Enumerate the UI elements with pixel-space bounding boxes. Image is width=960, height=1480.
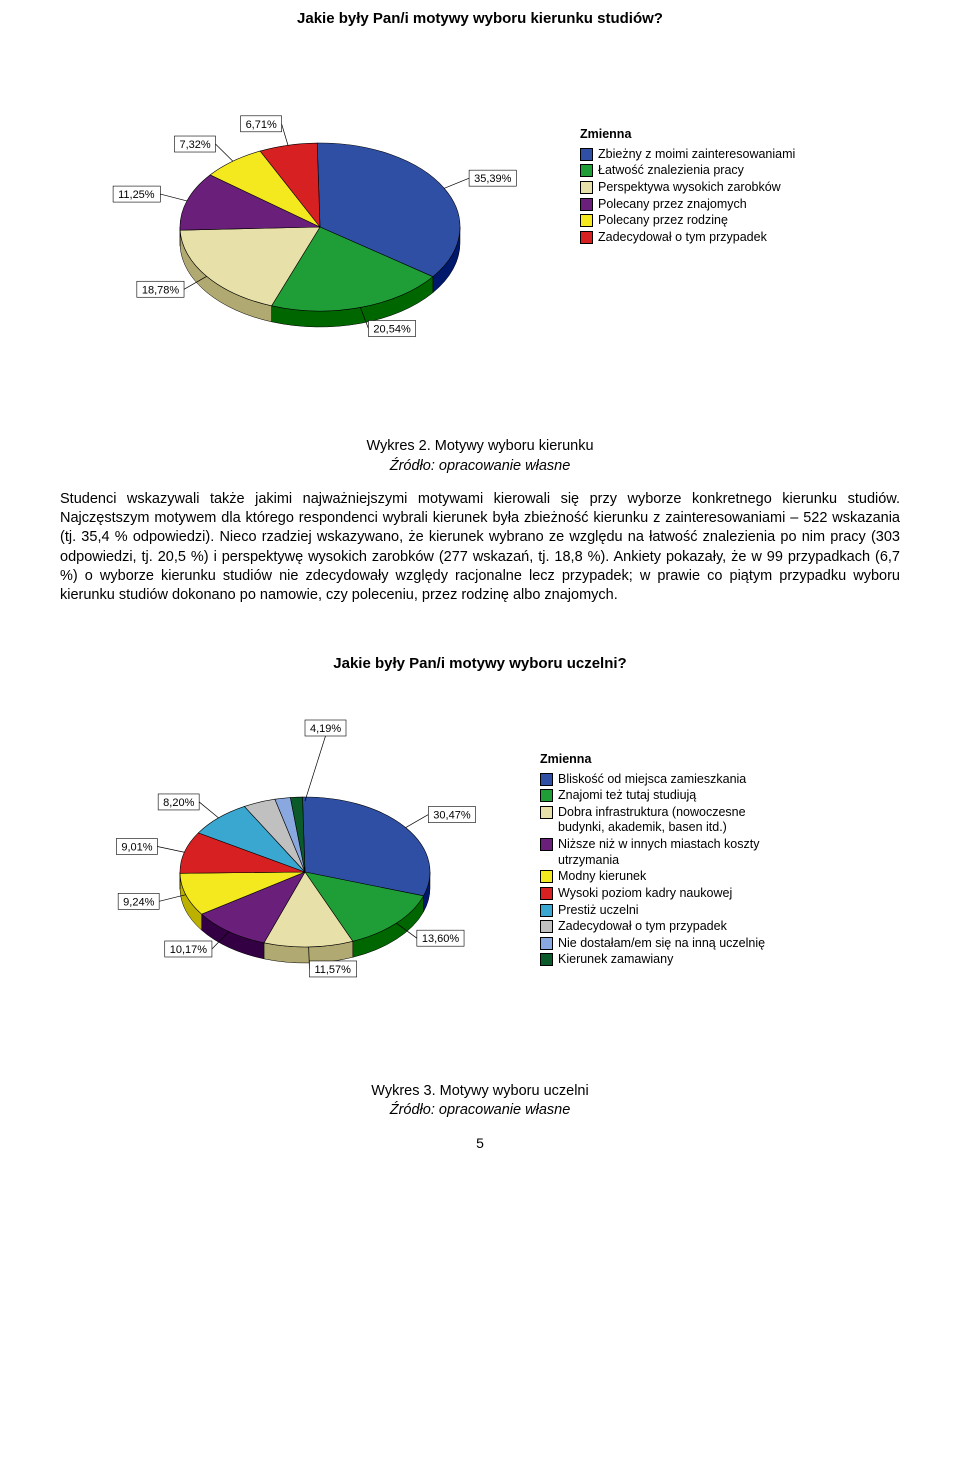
legend-label: Nie dostałam/em się na inną uczelnię [558, 936, 765, 952]
document-page: Jakie były Pan/i motywy wyboru kierunku … [0, 0, 960, 1171]
legend-swatch [540, 789, 553, 802]
legend-item: Kierunek zamawiany [540, 952, 778, 968]
legend-item: Niższe niż w innych miastach koszty utrz… [540, 837, 778, 868]
chart2-title: Jakie były Pan/i motywy wyboru uczelni? [60, 655, 900, 672]
legend-swatch [540, 806, 553, 819]
legend-label: Perspektywa wysokich zarobków [598, 180, 781, 196]
legend-label: Wysoki poziom kadry naukowej [558, 886, 732, 902]
legend-item: Modny kierunek [540, 869, 778, 885]
body-paragraph: Studenci wskazywali także jakimi najważn… [60, 490, 900, 605]
legend-label: Polecany przez znajomych [598, 197, 747, 213]
legend-swatch [540, 773, 553, 786]
chart2-legend: Zmienna Bliskość od miejsca zamieszkania… [540, 752, 778, 969]
svg-text:18,78%: 18,78% [142, 284, 180, 296]
legend-label: Niższe niż w innych miastach koszty utrz… [558, 837, 778, 868]
legend-item: Znajomi też tutaj studiują [540, 788, 778, 804]
legend-label: Łatwość znalezienia pracy [598, 163, 744, 179]
svg-text:30,47%: 30,47% [433, 809, 471, 821]
chart1-title: Jakie były Pan/i motywy wyboru kierunku … [60, 10, 900, 27]
legend-swatch [540, 937, 553, 950]
legend-item: Prestiż uczelni [540, 903, 778, 919]
page-number: 5 [60, 1135, 900, 1151]
legend-swatch [580, 214, 593, 227]
legend-item: Zadecydował o tym przypadek [580, 230, 795, 246]
legend-label: Znajomi też tutaj studiują [558, 788, 696, 804]
legend-label: Modny kierunek [558, 869, 646, 885]
svg-text:9,01%: 9,01% [121, 841, 152, 853]
legend-swatch [580, 181, 593, 194]
legend-swatch [540, 904, 553, 917]
svg-text:13,60%: 13,60% [422, 933, 460, 945]
legend-swatch [540, 887, 553, 900]
legend-label: Kierunek zamawiany [558, 952, 673, 968]
svg-text:7,32%: 7,32% [179, 139, 210, 151]
svg-text:9,24%: 9,24% [123, 896, 154, 908]
chart1-caption-line1: Wykres 2. Motywy wyboru kierunku [366, 438, 593, 454]
chart1-container: 35,39% 20,54% 18,78% 11,25% 7,32% 6,71% Zmienn… [60, 37, 900, 417]
legend-item: Polecany przez rodzinę [580, 213, 795, 229]
svg-text:11,25%: 11,25% [118, 189, 155, 201]
svg-text:35,39%: 35,39% [474, 173, 512, 185]
svg-text:10,17%: 10,17% [170, 944, 208, 956]
svg-text:6,71%: 6,71% [246, 119, 277, 131]
legend-swatch [540, 838, 553, 851]
legend-item: Zadecydował o tym przypadek [540, 919, 778, 935]
legend-swatch [580, 148, 593, 161]
legend-item: Perspektywa wysokich zarobków [580, 180, 795, 196]
legend-title: Zmienna [580, 127, 795, 143]
legend-item: Zbieżny z moimi zainteresowaniami [580, 147, 795, 163]
legend-item: Bliskość od miejsca zamieszkania [540, 772, 778, 788]
legend-label: Dobra infrastruktura (nowoczesne budynki… [558, 805, 778, 836]
chart2-caption-line1: Wykres 3. Motywy wyboru uczelni [371, 1083, 588, 1099]
legend-item: Dobra infrastruktura (nowoczesne budynki… [540, 805, 778, 836]
legend-item: Nie dostałam/em się na inną uczelnię [540, 936, 778, 952]
legend-swatch [540, 953, 553, 966]
chart1-legend: Zmienna Zbieżny z moimi zainteresowaniam… [580, 127, 795, 246]
svg-text:8,20%: 8,20% [163, 797, 194, 809]
legend-swatch [580, 231, 593, 244]
legend-swatch [580, 198, 593, 211]
chart2-caption: Wykres 3. Motywy wyboru uczelni Źródło: … [60, 1082, 900, 1121]
svg-text:20,54%: 20,54% [373, 324, 411, 336]
legend-item: Łatwość znalezienia pracy [580, 163, 795, 179]
legend-swatch [580, 164, 593, 177]
legend-label: Zadecydował o tym przypadek [558, 919, 727, 935]
legend-item: Wysoki poziom kadry naukowej [540, 886, 778, 902]
chart1-caption-source: Źródło: opracowanie własne [390, 458, 571, 474]
chart1-caption: Wykres 2. Motywy wyboru kierunku Źródło:… [60, 437, 900, 476]
chart2-container: 30,47% 13,60% 11,57% 10,17% 9,24% 9,01% 8,20% 4… [60, 682, 900, 1062]
legend-label: Polecany przez rodzinę [598, 213, 728, 229]
svg-text:4,19%: 4,19% [310, 723, 341, 735]
legend-item: Polecany przez znajomych [580, 197, 795, 213]
legend-swatch [540, 870, 553, 883]
legend-label: Prestiż uczelni [558, 903, 639, 919]
legend-swatch [540, 920, 553, 933]
legend-title: Zmienna [540, 752, 778, 768]
chart2-caption-source: Źródło: opracowanie własne [390, 1102, 571, 1118]
legend-label: Zbieżny z moimi zainteresowaniami [598, 147, 795, 163]
legend-label: Bliskość od miejsca zamieszkania [558, 772, 746, 788]
svg-text:11,57%: 11,57% [314, 964, 351, 976]
legend-label: Zadecydował o tym przypadek [598, 230, 767, 246]
